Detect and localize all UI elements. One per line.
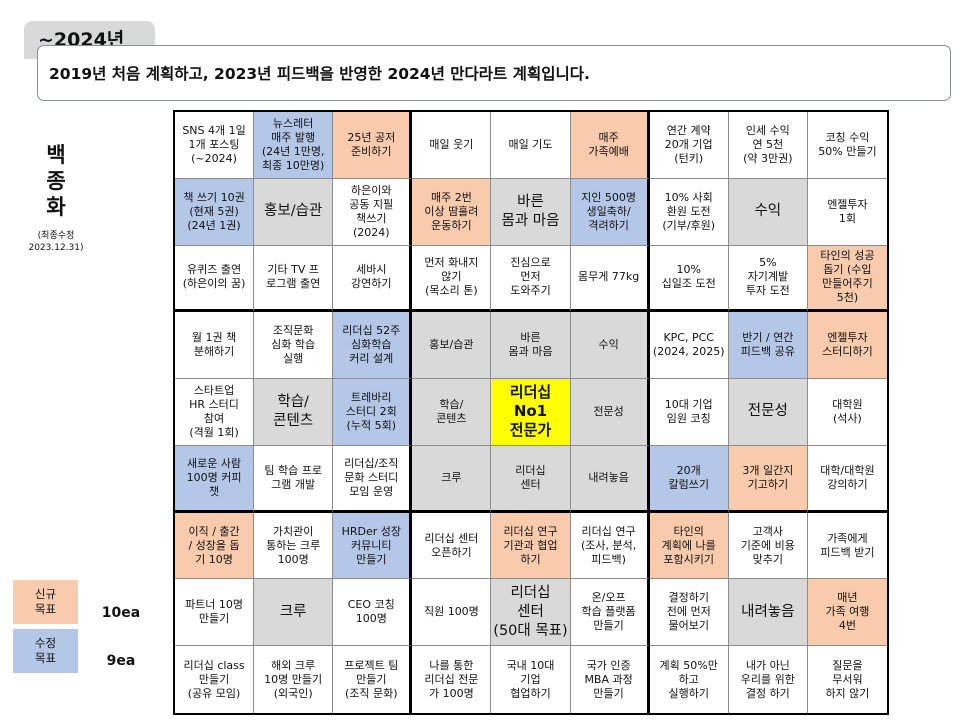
mandalart-cell: 나를 통한 리더십 전문 가 100명	[412, 646, 492, 713]
mandalart-cell: SNS 4개 1일 1개 포스팅 (~2024)	[175, 112, 255, 179]
mandalart-cell: 리더십 센터 (50대 목표)	[491, 579, 571, 647]
mandalart-cell: 프로젝트 팀 만들기 (조직 문화)	[333, 646, 413, 713]
revision-date-line2: 2023.12.31)	[28, 243, 84, 253]
mandalart-cell: 조직문화 심화 학습 실행	[254, 312, 334, 380]
mandalart-cell: 기타 TV 프 로그램 출연	[254, 245, 334, 313]
legend-revised-goal: 수정 목표	[13, 629, 78, 673]
mandalart-cell: 전문성	[570, 379, 650, 446]
mandalart-grid: SNS 4개 1일 1개 포스팅 (~2024) 뉴스레터 매주 발행 (24년 …	[173, 110, 889, 715]
mandalart-cell: 엔젤투자 1회	[807, 179, 887, 246]
mandalart-cell: CEO 코칭 100명	[333, 579, 413, 647]
mandalart-cell: 리더십 class 만들기 (공유 모임)	[175, 646, 255, 713]
mandalart-cell: 가족에게 피드백 받기	[807, 513, 887, 580]
mandalart-cell: 크루	[254, 579, 334, 647]
mandalart-cell: 스타트업 HR 스터디 참여 (격월 1회)	[175, 379, 255, 446]
mandalart-cell: 대학/대학원 강의하기	[807, 446, 887, 513]
mandalart-cell: 전문성	[728, 379, 808, 446]
mandalart-cell: 질문을 무서워 하지 않기	[825, 658, 870, 700]
mandalart-cell: 리더십 센터	[491, 445, 571, 513]
revision-date: (최종수정 2023.12.31)	[2, 230, 110, 254]
mandalart-cell: 크루	[412, 445, 492, 513]
mandalart-cell: 10% 사회 환원 도전 (기부/후원)	[649, 178, 729, 246]
mandalart-cell: 바른 몸과 마음	[491, 178, 571, 246]
mandalart-cell: 직원 100명	[412, 579, 492, 647]
mandalart-cell: 매년 가족 여행 4번	[807, 579, 887, 647]
plan-description: 2019년 처음 계획하고, 2023년 피드백을 반영한 2024년 만다라트…	[37, 45, 951, 101]
mandalart-cell: 몸무게 77kg	[570, 245, 650, 313]
mandalart-cell: 리더십 연구 기관과 협업 하기	[491, 512, 571, 580]
mandalart-cell: 가치관이 통하는 크루 100명	[254, 512, 334, 580]
mandalart-cell: 10% 십일조 도전	[649, 245, 729, 313]
mandalart-cell: 리더십 52주 심화학습 커리 설계	[333, 312, 413, 380]
mandalart-cell: 트레바리 스터디 2회 (누적 5회)	[333, 379, 413, 446]
mandalart-cell: 매주 2번 이상 땀흘려 운동하기	[412, 178, 492, 246]
mandalart-cell: 3개 일간지 기고하기	[728, 445, 808, 513]
mandalart-cell: 매주 가족예배	[570, 112, 650, 179]
mandalart-cell: 엔젤투자 스터디하기	[807, 312, 887, 380]
mandalart-cell: 반기 / 연간 피드백 공유	[728, 312, 808, 380]
mandalart-cell: 리더십 No1 전문가	[491, 379, 571, 446]
mandalart-cell: 하은이와 공동 지필 책쓰기 (2024)	[333, 178, 413, 246]
mandalart-cell: 5% 자기계발 투자 도전	[728, 245, 808, 313]
mandalart-cell: HRDer 성장 커뮤니티 만들기	[333, 512, 413, 580]
mandalart-cell: 새로운 사람 100명 커피 챗	[175, 445, 255, 513]
mandalart-cell: 국가 인증 MBA 과정 만들기	[571, 646, 650, 713]
mandalart-cell: 국내 10대 기업 협업하기	[491, 646, 571, 713]
mandalart-cell: 리더십 센터 오픈하기	[412, 512, 492, 580]
mandalart-cell: 결정하기 전에 먼저 물어보기	[649, 579, 729, 647]
legend-new-count: 10ea	[101, 605, 141, 621]
mandalart-cell: 리더십/조직 문화 스터디 모임 운영	[333, 445, 413, 513]
mandalart-cell: 수익	[570, 312, 650, 380]
mandalart-cell: 20개 칼럼쓰기	[649, 445, 729, 513]
legend-new-goal: 신규 목표	[13, 580, 78, 624]
mandalart-cell: 책 쓰기 10권 (현재 5권) (24년 1권)	[175, 178, 255, 246]
mandalart-cell: 세바시 강연하기	[333, 245, 413, 313]
mandalart-cell: 타인의 계획에 나를 포함시키기	[649, 512, 729, 580]
mandalart-cell: 월 1권 책 분해하기	[175, 312, 255, 380]
mandalart-cell: 리더십 연구 (조사, 분석, 피드백)	[570, 512, 650, 580]
mandalart-cell: 내려놓음	[570, 445, 650, 513]
mandalart-cell: 유퀴즈 출연 (하은이의 꿈)	[175, 245, 255, 313]
mandalart-cell: 온/오프 학습 플랫폼 만들기	[570, 579, 650, 647]
mandalart-cell: 계획 50%만 하고 실행하기	[650, 646, 729, 713]
mandalart-cell: 파트너 10명 만들기	[175, 579, 255, 647]
mandalart-cell: 대학원 (석사)	[807, 379, 887, 446]
mandalart-cell: 학습/ 콘텐츠	[412, 379, 492, 446]
legend-revised-count: 9ea	[106, 653, 136, 669]
mandalart-cell: 연간 계약 20개 기업 (턴키)	[649, 112, 729, 179]
mandalart-cell: 학습/ 콘텐츠	[254, 379, 334, 446]
mandalart-cell: 해외 크루 10명 만들기 (외국인)	[254, 646, 334, 713]
mandalart-cell: 홍보/습관	[254, 178, 334, 246]
mandalart-cell: KPC, PCC (2024, 2025)	[649, 312, 729, 380]
mandalart-cell: 25년 공저 준비하기	[333, 112, 413, 179]
mandalart-cell: 내려놓음	[728, 579, 808, 647]
mandalart-cell: 바른 몸과 마음	[491, 312, 571, 380]
revision-date-line1: (최종수정	[37, 231, 75, 241]
mandalart-cell: 진심으로 먼저 도와주기	[491, 245, 571, 313]
mandalart-cell: 매일 웃기	[412, 112, 492, 179]
mandalart-cell: 내가 아닌 우리를 위한 결정 하기	[729, 646, 808, 713]
mandalart-cell: 홍보/습관	[412, 312, 492, 380]
mandalart-cell: 고객사 기준에 비용 맞추기	[728, 512, 808, 580]
mandalart-cell: 10대 기업 임원 코칭	[649, 379, 729, 446]
mandalart-cell: 수익	[728, 178, 808, 246]
mandalart-cell: 타인의 성공 돕기 (수입 만들어주기 5천)	[807, 245, 887, 313]
mandalart-cell: 팀 학습 프로 그램 개발	[254, 445, 334, 513]
mandalart-cell: 매일 기도	[491, 112, 571, 179]
author-name: 백 종 화	[46, 143, 66, 219]
mandalart-cell: 먼저 화내지 않기 (목소리 톤)	[412, 245, 492, 313]
mandalart-cell: 뉴스레터 매주 발행 (24년 1만명, 최종 10만명)	[254, 112, 334, 179]
mandalart-cell: 지인 500명 생일축하/ 격려하기	[570, 178, 650, 246]
mandalart-cell: 이직 / 출간 / 성장을 돕 기 10명	[175, 512, 255, 580]
mandalart-cell: 인세 수익 연 5천 (약 3만권)	[728, 112, 808, 179]
mandalart-cell: 코칭 수익 50% 만들기	[807, 112, 887, 179]
